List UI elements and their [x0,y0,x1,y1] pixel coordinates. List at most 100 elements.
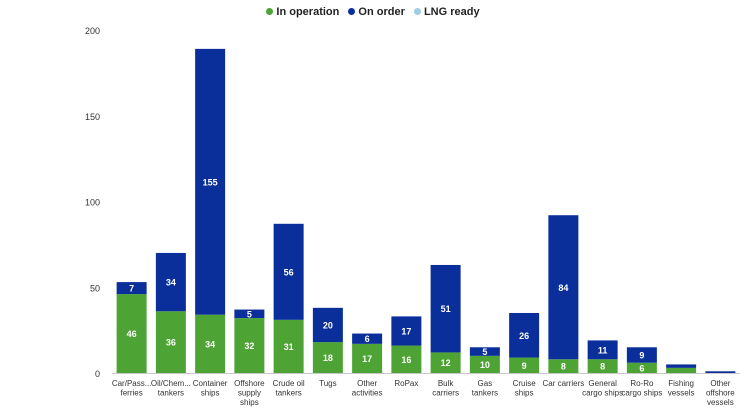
data-label: 6 [365,334,370,344]
data-label: 46 [127,329,137,339]
bar-segment-in-operation [155,311,186,373]
data-label: 5 [482,347,487,357]
data-label: 5 [247,309,252,319]
x-tick-label: RoPax [394,379,418,388]
y-tick-label: 100 [85,198,100,208]
bar-segment-in-operation [469,355,500,373]
x-tick-label-line: ships [201,389,220,398]
x-tick-label-line: ships [240,398,259,407]
x-tick-label-line: vessels [707,398,734,407]
legend-label-lng-ready: LNG ready [423,6,480,18]
bar-segment-in-operation [430,352,461,373]
x-tick-label-line: Oil/Chem... [151,379,191,388]
legend-item-in-operation[interactable]: In operation [266,6,339,18]
x-tick-label-line: Crude oil [273,379,305,388]
y-tick-label: 150 [85,112,100,122]
bar-segment-in-operation [548,359,579,373]
x-tick-label-line: Offshore [234,379,265,388]
data-label: 32 [244,341,254,351]
x-tick-label: Fishing vessels [668,379,695,398]
bar-segment-on-order [391,316,422,346]
legend-item-on-order[interactable]: On order [348,6,405,18]
x-tick-label-line: carriers [432,389,459,398]
data-label: 34 [205,339,215,349]
data-label: 11 [598,345,608,355]
x-tick-label: Car/Pass... ferries [112,379,152,398]
x-tick-label-line: tankers [472,389,498,398]
legend-item-lng-ready[interactable]: LNG ready [413,6,480,18]
data-label: 51 [441,304,451,314]
bar-segment-on-order [587,340,618,360]
x-tick-label-line: activities [352,389,383,398]
x-tick-label: Cruise ships [513,379,537,398]
x-tick-label: Tugs [319,379,337,388]
data-label: 155 [203,177,218,187]
bar-segment-in-operation [116,294,147,373]
legend-label-in-operation: In operation [276,6,340,18]
bar-segment-on-order [430,264,461,353]
data-label: 34 [166,278,176,288]
x-tick-label: General cargo ships [582,379,623,398]
data-label: 10 [480,360,490,370]
bar-segment-on-order [312,307,343,343]
x-tick-label-line: offshore [706,389,735,398]
bar-segment-on-order [509,312,540,358]
bar-segment-on-order [705,371,736,373]
x-tick-label-line: Car/Pass... [112,379,152,388]
bar-segment-in-operation [234,318,265,373]
x-tick-label-line: Bulk [438,379,455,388]
x-tick-label: Crude oil tankers [273,379,305,398]
bar-segment-on-order [195,48,226,315]
data-label: 56 [284,267,294,277]
bar-segment-on-order [469,347,500,356]
bar-segment-on-order [548,215,579,360]
x-tick-label-line: cargo ships [621,389,662,398]
data-label: 7 [129,284,134,294]
legend-swatch-in-operation [266,8,274,15]
x-tick-label-line: ferries [121,389,143,398]
x-tick-label-line: Other [357,379,377,388]
x-tick-label-line: Gas [478,379,493,388]
x-tick-label-line: supply [238,389,261,398]
data-label: 8 [561,362,566,372]
data-label: 6 [639,363,644,373]
data-label: 17 [362,354,372,364]
bar-segment-on-order [234,309,265,319]
bar-segment-on-order [273,223,304,320]
legend-swatch-lng-ready [413,8,421,15]
data-label: 26 [519,331,529,341]
x-tick-label-line: Cruise [513,379,537,388]
x-tick-label-line: vessels [668,389,695,398]
data-label: 18 [323,353,333,363]
data-label: 16 [401,355,411,365]
y-tick-label: 200 [85,26,100,36]
bar-segment-in-operation [509,357,540,373]
x-tick-label-line: tankers [276,389,302,398]
x-tick-label: Other activities [352,379,383,398]
data-label: 20 [323,320,333,330]
data-label: 84 [558,283,568,293]
x-tick-label: Ro-Ro cargo ships [621,379,662,398]
bar-segment-on-order [155,252,186,312]
data-label: 36 [166,338,176,348]
x-tick-label-line: Car carriers [542,379,584,388]
data-label: 8 [600,362,605,372]
bar-segment-in-operation [312,342,343,373]
data-label: 9 [639,350,644,360]
legend-label-on-order: On order [358,6,405,18]
legend-swatch-on-order [348,8,356,15]
x-tick-label-line: Other [710,379,730,388]
x-tick-label: Container ships [193,379,228,398]
data-label: 12 [441,358,451,368]
x-tick-label-line: General [588,379,617,388]
x-tick-label-line: Ro-Ro [630,379,654,388]
legend: In operation On order LNG ready [0,6,746,18]
x-tick-label-line: Container [193,379,228,388]
data-label: 9 [522,361,527,371]
bar-segment-on-order [626,347,657,363]
bar-segment-in-operation [352,343,383,373]
bar-segment-on-order [352,333,383,344]
bar-segment-in-operation [391,345,422,373]
